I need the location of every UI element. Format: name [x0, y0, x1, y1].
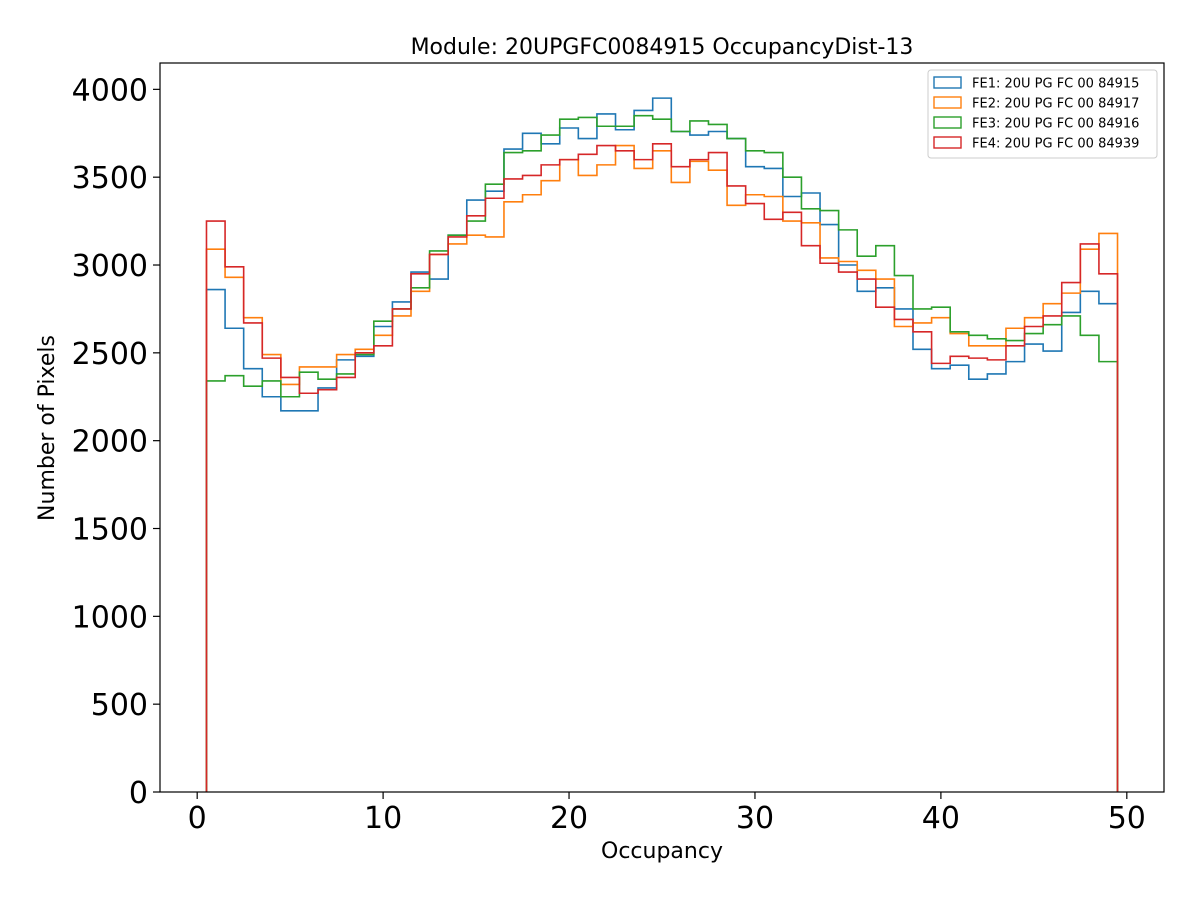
- plot-frame: [159, 62, 1165, 793]
- x-tick-label: 40: [922, 801, 960, 836]
- y-tick-label: 1500: [72, 513, 148, 548]
- y-tick-label: 500: [91, 688, 148, 723]
- y-tick-label: 2500: [72, 337, 148, 372]
- series-line-fe4: [205, 143, 1119, 792]
- y-tick-label: 4000: [72, 73, 148, 108]
- y-axis-label: Number of Pixels: [35, 335, 60, 521]
- legend-swatch: [933, 76, 962, 89]
- y-tick-label: 2000: [72, 425, 148, 460]
- y-tick-label: 1000: [72, 600, 148, 635]
- x-tick-label: 20: [550, 801, 588, 836]
- y-tick-label: 3000: [72, 249, 148, 284]
- x-tick-label: 0: [188, 801, 207, 836]
- x-axis: 0 10 20 30 40 50: [188, 792, 1146, 836]
- legend-label: FE2: 20U PG FC 00 84917: [972, 97, 1139, 112]
- y-tick-label: 0: [129, 776, 148, 811]
- chart-title: Module: 20UPGFC0084915 OccupancyDist-13: [411, 35, 914, 60]
- legend-label: FE3: 20U PG FC 00 84916: [972, 117, 1139, 132]
- x-tick-label: 50: [1108, 801, 1146, 836]
- series-layer: [205, 97, 1119, 792]
- legend-frame: [927, 69, 1158, 159]
- series-line-fe3: [205, 114, 1119, 792]
- x-axis-label: Occupancy: [601, 839, 723, 864]
- series-line-fe1: [205, 97, 1119, 792]
- y-axis: 0 500 1000 1500 2000 2500 3000 3500 4000: [72, 73, 160, 811]
- legend-swatch: [933, 116, 962, 129]
- y-tick-label: 3500: [72, 161, 148, 196]
- legend-label: FE4: 20U PG FC 00 84939: [972, 137, 1139, 152]
- legend: FE1: 20U PG FC 00 84915 FE2: 20U PG FC 00…: [927, 69, 1158, 159]
- x-tick-label: 30: [736, 801, 774, 836]
- series-line-fe2: [205, 144, 1119, 792]
- legend-swatch: [933, 96, 962, 109]
- legend-items: FE1: 20U PG FC 00 84915 FE2: 20U PG FC 00…: [933, 76, 1139, 152]
- legend-swatch: [933, 136, 962, 149]
- x-tick-label: 10: [364, 801, 402, 836]
- legend-label: FE1: 20U PG FC 00 84915: [972, 77, 1139, 92]
